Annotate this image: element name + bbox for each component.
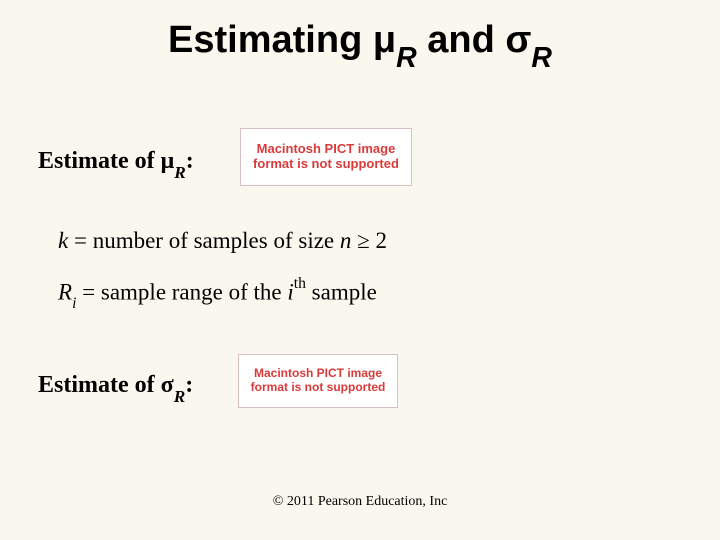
- pict-placeholder-1: Macintosh PICT image format is not suppo…: [240, 128, 412, 186]
- mu-suffix: :: [186, 148, 194, 174]
- th-sup: th: [294, 275, 306, 292]
- i-var: i: [287, 280, 293, 305]
- pict-text-2: Macintosh PICT image format is not suppo…: [245, 367, 391, 395]
- definition-ri: Ri = sample range of the ith sample: [58, 278, 377, 310]
- slide: Estimating μR and σR Estimate of μR: Mac…: [0, 0, 720, 540]
- mu-sub: R: [174, 163, 186, 182]
- title-text-2: and σ: [417, 19, 532, 61]
- section-sigma-label: Estimate of σR:: [38, 372, 193, 403]
- title-sub-1: R: [396, 42, 417, 74]
- r-var: R: [58, 280, 72, 305]
- definition-k: k = number of samples of size n ≥ 2: [58, 228, 387, 254]
- sigma-sub: R: [174, 387, 186, 406]
- sigma-suffix: :: [185, 372, 193, 398]
- sigma-prefix: Estimate of σ: [38, 372, 174, 398]
- title-text-1: Estimating μ: [168, 19, 396, 61]
- k-text: = number of samples of size: [68, 228, 340, 253]
- pict-placeholder-2: Macintosh PICT image format is not suppo…: [238, 354, 398, 408]
- ri-tail: sample: [306, 280, 377, 305]
- pict-text-1: Macintosh PICT image format is not suppo…: [247, 142, 405, 172]
- k-tail: ≥ 2: [351, 228, 387, 253]
- k-var: k: [58, 228, 68, 253]
- title-sub-2: R: [531, 42, 552, 74]
- mu-prefix: Estimate of μ: [38, 148, 174, 174]
- copyright-text: © 2011 Pearson Education, Inc: [0, 494, 720, 510]
- n-var: n: [340, 228, 352, 253]
- ri-text: = sample range of the: [76, 280, 287, 305]
- section-mu-label: Estimate of μR:: [38, 148, 194, 179]
- slide-title: Estimating μR and σR: [0, 20, 720, 68]
- r-sub: i: [72, 295, 76, 312]
